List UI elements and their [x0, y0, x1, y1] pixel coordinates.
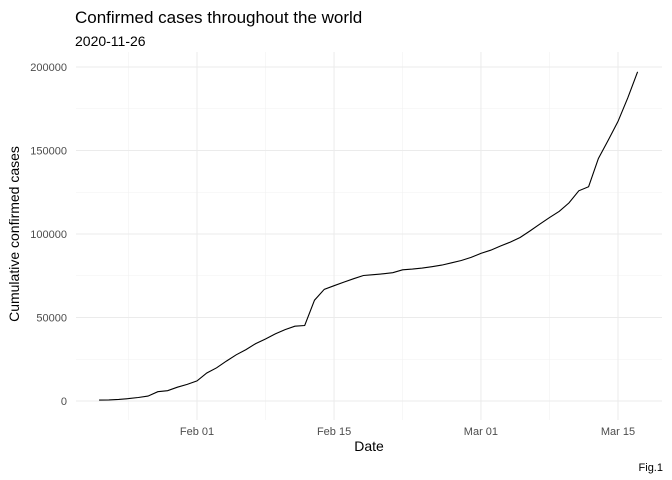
chart-subtitle: 2020-11-26 — [75, 33, 146, 49]
x-tick-label: Mar 15 — [601, 426, 635, 438]
x-tick-label: Mar 01 — [464, 426, 498, 438]
y-tick-label: 100000 — [30, 229, 67, 241]
grid — [76, 52, 662, 420]
y-axis-label: Cumulative confirmed cases — [6, 146, 22, 322]
y-tick-label: 50000 — [36, 313, 67, 325]
chart-caption: Fig.1 — [639, 462, 663, 474]
y-tick-label: 0 — [61, 396, 67, 408]
chart-title: Confirmed cases throughout the world — [75, 8, 362, 27]
x-axis-label: Date — [354, 438, 384, 454]
x-tick-label: Feb 01 — [180, 426, 214, 438]
y-tick-label: 200000 — [30, 62, 67, 74]
series-line — [99, 71, 639, 401]
ticks: Feb 01 Feb 15 Mar 01 Mar 15 0 50000 100000 1500… — [30, 62, 635, 438]
y-tick-label: 150000 — [30, 146, 67, 158]
x-tick-label: Feb 15 — [317, 426, 351, 438]
